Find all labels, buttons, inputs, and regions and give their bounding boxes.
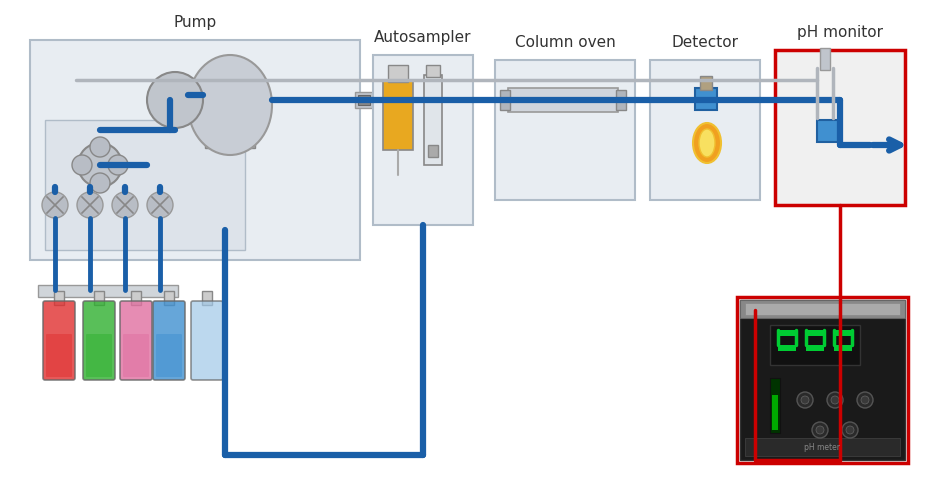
Circle shape — [90, 137, 110, 157]
Circle shape — [842, 422, 858, 438]
Bar — [54, 291, 64, 305]
Bar — [355, 92, 373, 108]
FancyBboxPatch shape — [156, 334, 182, 377]
Circle shape — [42, 192, 68, 218]
Bar — [817, 120, 839, 142]
Bar — [38, 285, 178, 297]
Circle shape — [801, 396, 809, 404]
FancyBboxPatch shape — [43, 301, 75, 380]
Circle shape — [147, 72, 203, 128]
Bar — [358, 95, 370, 105]
Bar — [650, 60, 760, 200]
Text: pH meter: pH meter — [804, 443, 840, 452]
Text: Autosampler: Autosampler — [374, 30, 472, 45]
Bar — [737, 297, 908, 463]
Text: Detector: Detector — [672, 35, 738, 50]
Bar — [205, 130, 255, 148]
Text: pH monitor: pH monitor — [797, 25, 883, 40]
Bar — [383, 80, 413, 150]
Bar — [770, 325, 860, 365]
Bar — [834, 345, 852, 351]
Bar — [616, 90, 626, 110]
Bar — [373, 55, 473, 225]
Circle shape — [816, 426, 824, 434]
Bar — [428, 145, 438, 157]
Bar — [770, 378, 780, 433]
Circle shape — [147, 192, 173, 218]
Bar — [388, 65, 408, 82]
Bar — [740, 300, 905, 318]
FancyBboxPatch shape — [83, 301, 115, 380]
Circle shape — [831, 396, 839, 404]
Circle shape — [90, 173, 110, 193]
Bar — [778, 330, 796, 336]
Bar — [164, 291, 174, 305]
Bar — [775, 50, 905, 205]
Bar — [426, 65, 440, 77]
Circle shape — [77, 192, 103, 218]
Bar — [745, 438, 900, 456]
Circle shape — [861, 396, 869, 404]
Bar — [94, 291, 104, 305]
Bar — [806, 330, 824, 336]
Ellipse shape — [188, 55, 272, 155]
Bar — [495, 60, 635, 200]
Ellipse shape — [693, 123, 721, 163]
FancyBboxPatch shape — [191, 301, 223, 380]
Circle shape — [108, 155, 128, 175]
FancyBboxPatch shape — [46, 334, 72, 377]
Text: Pump: Pump — [173, 15, 217, 30]
Circle shape — [72, 155, 92, 175]
Text: Column oven: Column oven — [515, 35, 616, 50]
Circle shape — [812, 422, 828, 438]
Bar — [806, 345, 824, 351]
Bar — [131, 291, 141, 305]
FancyBboxPatch shape — [86, 334, 112, 377]
Bar — [30, 40, 360, 260]
Bar — [45, 120, 245, 250]
Ellipse shape — [699, 129, 715, 157]
Bar — [424, 75, 442, 165]
Bar — [700, 76, 712, 90]
FancyBboxPatch shape — [123, 334, 149, 377]
Bar — [820, 48, 830, 70]
Bar — [500, 90, 510, 110]
Bar — [772, 395, 778, 430]
Circle shape — [846, 426, 854, 434]
Bar — [508, 88, 618, 112]
Bar — [740, 300, 905, 460]
Circle shape — [78, 143, 122, 187]
Circle shape — [857, 392, 873, 408]
Bar — [202, 291, 212, 305]
Circle shape — [827, 392, 843, 408]
Bar — [778, 345, 796, 351]
Circle shape — [797, 392, 813, 408]
FancyBboxPatch shape — [120, 301, 152, 380]
Circle shape — [112, 192, 138, 218]
FancyBboxPatch shape — [153, 301, 185, 380]
Bar — [695, 88, 717, 110]
Bar — [834, 330, 852, 336]
Bar — [745, 303, 900, 315]
